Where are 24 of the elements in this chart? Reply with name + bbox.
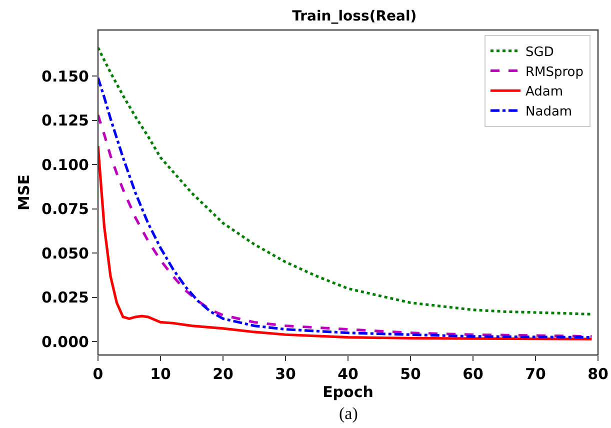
y-tick-label: 0.075	[42, 200, 89, 218]
x-tick-label: 0	[92, 365, 104, 383]
legend-label: Adam	[526, 84, 564, 100]
x-tick-label: 20	[212, 365, 234, 383]
y-tick-label: 0.025	[42, 288, 89, 307]
x-tick-label: 60	[462, 365, 484, 383]
chart-title: Train_loss(Real)	[292, 8, 417, 24]
x-tick-label: 50	[400, 365, 421, 383]
x-axis-title: Epoch	[322, 383, 374, 401]
y-tick-label: 0.100	[42, 156, 89, 174]
y-tick-label: 0.050	[42, 244, 89, 262]
y-tick-label: 0.125	[42, 112, 89, 130]
legend-label: SGD	[526, 44, 554, 60]
legend-label: RMSprop	[526, 64, 584, 80]
text: (a)	[339, 404, 358, 423]
x-tick-label: 80	[588, 365, 608, 383]
y-tick-label: 0.150	[42, 67, 89, 86]
x-tick-label: 70	[525, 365, 546, 383]
y-axis-title: MSE	[14, 174, 33, 210]
x-tick-label: 40	[338, 365, 358, 383]
x-tick-label: 10	[150, 365, 171, 383]
legend-label: Nadam	[526, 104, 572, 120]
x-tick-label: 30	[275, 365, 296, 383]
y-tick-label: 0.000	[42, 332, 89, 351]
